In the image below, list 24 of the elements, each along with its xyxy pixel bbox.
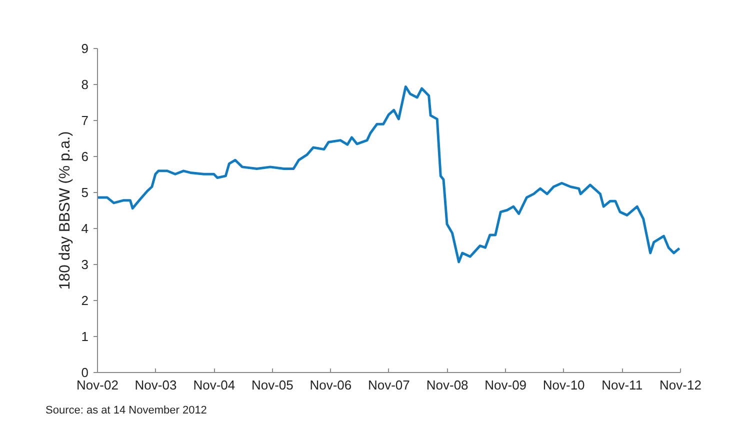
x-tick-label: Nov-08 [426,378,468,392]
y-tick-label: 6 [81,149,89,164]
x-tick-label: Nov-04 [193,378,236,392]
x-tick-label: Nov-06 [310,378,352,392]
y-tick-label: 0 [81,365,89,380]
x-tick-label: Nov-02 [76,378,118,392]
y-axis-title: 180 day BBSW (% p.a.) [56,131,74,290]
x-tick-label: Nov-03 [134,378,177,392]
x-tick-label: Nov-05 [251,378,294,392]
x-tick-label: Nov-09 [484,378,527,392]
source-note: Source: as at 14 November 2012 [46,404,207,416]
y-tick-label: 4 [81,221,89,236]
y-tick-label: 1 [81,329,89,344]
line-series [98,85,680,264]
x-tick-label: Nov-07 [368,378,410,392]
y-tick-label: 3 [81,257,89,272]
x-tick-label: Nov-12 [660,378,702,392]
y-tick-label: 7 [81,113,89,128]
y-tick-label: 2 [81,293,89,308]
y-tick-label: 5 [81,185,89,200]
x-tick-label: Nov-11 [602,378,643,392]
y-tick-label: 8 [81,77,89,92]
x-tick-label: Nov-10 [542,378,585,392]
y-tick-label: 9 [81,41,89,56]
